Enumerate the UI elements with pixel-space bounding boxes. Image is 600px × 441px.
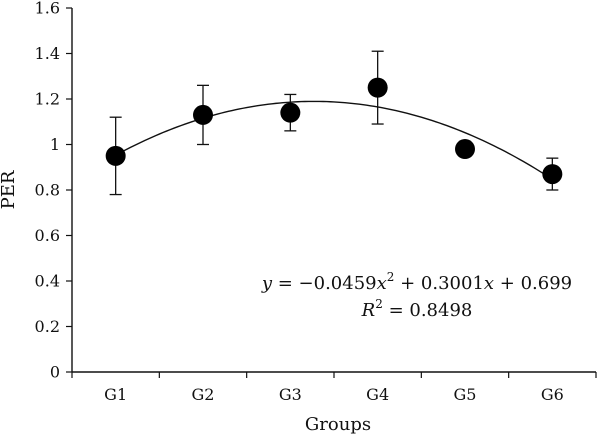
x-tick-label: G1: [104, 385, 127, 404]
y-tick-label: 1.4: [35, 44, 60, 63]
trendline-curve: [115, 100, 553, 180]
y-tick-label: 1: [50, 135, 60, 154]
x-tick-label: G3: [279, 385, 302, 404]
x-tick-label: G6: [541, 385, 564, 404]
data-point: [542, 164, 563, 185]
y-tick-label: 1.2: [35, 90, 60, 109]
x-tick-label: G2: [192, 385, 215, 404]
y-tick-label: 1.6: [35, 0, 60, 18]
x-tick-label: G5: [454, 385, 477, 404]
trendline: [115, 100, 553, 180]
data-point: [367, 77, 388, 98]
x-axis-title: Groups: [305, 414, 371, 435]
y-tick-label: 0.6: [35, 226, 60, 245]
y-tick-label: 0.4: [35, 272, 60, 291]
equation-label: y = −0.0459x2 + 0.3001x + 0.699: [261, 270, 572, 294]
data-point: [105, 145, 126, 166]
error-bars: [109, 50, 559, 196]
x-tick-label: G4: [366, 385, 389, 404]
y-tick-label: 0.2: [35, 317, 60, 336]
data-point: [280, 102, 301, 123]
r-squared-label: R2 = 0.8498: [361, 297, 473, 321]
data-points: [105, 77, 563, 185]
data-point: [193, 104, 213, 125]
ticks: 0 0.2 0.4 0.6 0.8 1 1.2 1.4 1.6 G1 G2 G3 G4 G5 G6: [35, 0, 597, 404]
data-point: [455, 139, 475, 160]
axes: [71, 8, 596, 373]
y-tick-label: 0.8: [35, 181, 60, 200]
y-tick-label: 0: [50, 363, 60, 382]
y-axis-title: PER: [0, 170, 19, 209]
